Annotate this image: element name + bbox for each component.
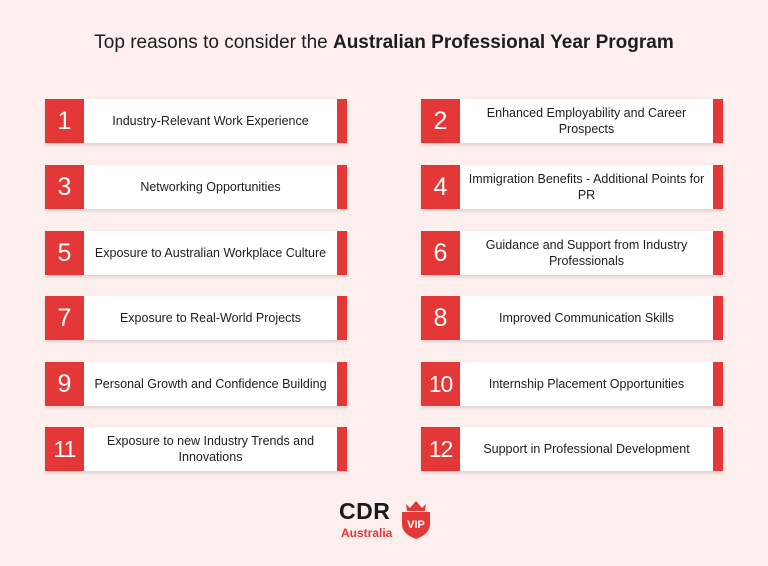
reason-card-2: 2 Enhanced Employability and Career Pros…: [421, 99, 723, 143]
reason-card-9: 9 Personal Growth and Confidence Buildin…: [45, 362, 347, 406]
logo-brand: CDR: [339, 498, 391, 524]
reason-card-12: 12 Support in Professional Development: [421, 427, 723, 471]
reason-tab: [337, 231, 347, 275]
reason-card-6: 6 Guidance and Support from Industry Pro…: [421, 231, 723, 275]
reasons-grid: 1 Industry-Relevant Work Experience 2 En…: [45, 99, 723, 471]
reason-card-5: 5 Exposure to Australian Workplace Cultu…: [45, 231, 347, 275]
page-title: Top reasons to consider the Australian P…: [0, 32, 768, 54]
reason-number: 10: [421, 362, 460, 406]
reason-tab: [713, 427, 723, 471]
reason-text: Immigration Benefits - Additional Points…: [460, 165, 713, 209]
reason-number: 5: [45, 231, 84, 275]
reason-number: 3: [45, 165, 84, 209]
reason-tab: [337, 427, 347, 471]
vip-crown-badge-icon: VIP: [402, 501, 430, 539]
reason-tab: [713, 165, 723, 209]
reason-number: 7: [45, 296, 84, 340]
page-title-bold: Australian Professional Year Program: [332, 32, 674, 53]
reason-text: Exposure to Real-World Projects: [84, 296, 337, 340]
reason-card-4: 4 Immigration Benefits - Additional Poin…: [421, 165, 723, 209]
logo-sub: Australia: [341, 526, 393, 540]
reason-tab: [713, 231, 723, 275]
reason-number: 8: [421, 296, 460, 340]
reason-card-10: 10 Internship Placement Opportunities: [421, 362, 723, 406]
reason-text: Exposure to Australian Workplace Culture: [84, 231, 337, 275]
logo-badge-text: VIP: [407, 519, 425, 531]
reason-text: Exposure to new Industry Trends and Inno…: [84, 427, 337, 471]
reason-number: 12: [421, 427, 460, 471]
reason-text: Enhanced Employability and Career Prospe…: [460, 99, 713, 143]
reason-number: 1: [45, 99, 84, 143]
cdr-australia-logo: CDR Australia VIP: [339, 498, 435, 546]
reason-text: Personal Growth and Confidence Building: [84, 362, 337, 406]
page-title-lead: Top reasons to consider the: [94, 32, 328, 53]
reason-tab: [337, 99, 347, 143]
reason-card-7: 7 Exposure to Real-World Projects: [45, 296, 347, 340]
reason-number: 4: [421, 165, 460, 209]
reason-text: Internship Placement Opportunities: [460, 362, 713, 406]
reason-number: 6: [421, 231, 460, 275]
reason-text: Improved Communication Skills: [460, 296, 713, 340]
reason-card-3: 3 Networking Opportunities: [45, 165, 347, 209]
reason-number: 11: [45, 427, 84, 471]
reason-text: Support in Professional Development: [460, 427, 713, 471]
reason-tab: [337, 362, 347, 406]
reason-card-8: 8 Improved Communication Skills: [421, 296, 723, 340]
reason-card-11: 11 Exposure to new Industry Trends and I…: [45, 427, 347, 471]
reason-text: Guidance and Support from Industry Profe…: [460, 231, 713, 275]
reason-tab: [713, 296, 723, 340]
reason-tab: [713, 362, 723, 406]
reason-text: Industry-Relevant Work Experience: [84, 99, 337, 143]
reason-number: 9: [45, 362, 84, 406]
reason-text: Networking Opportunities: [84, 165, 337, 209]
reason-number: 2: [421, 99, 460, 143]
reason-card-1: 1 Industry-Relevant Work Experience: [45, 99, 347, 143]
reason-tab: [337, 296, 347, 340]
reason-tab: [713, 99, 723, 143]
reason-tab: [337, 165, 347, 209]
